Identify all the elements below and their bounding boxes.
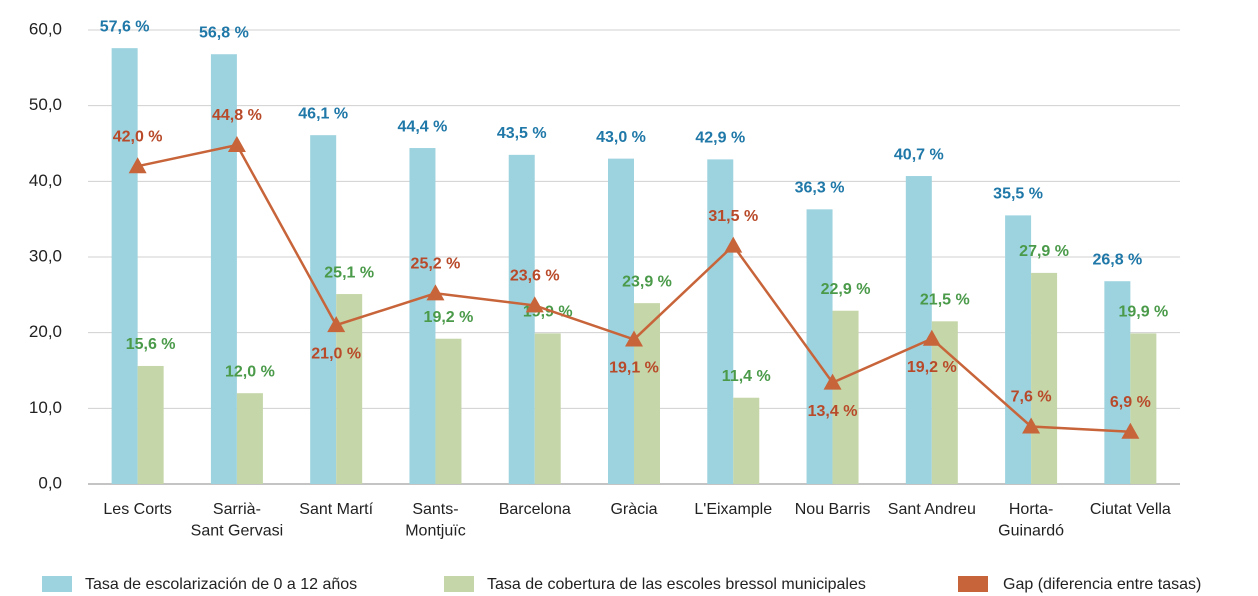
bar (534, 333, 561, 484)
line-marker (426, 284, 445, 301)
y-tick-label: 20,0 (29, 322, 62, 341)
bar (409, 148, 436, 485)
legend-swatch (42, 576, 72, 592)
line-marker (625, 330, 643, 347)
x-tick-label: Les Corts (103, 501, 171, 518)
value-label: 21,0 % (311, 345, 361, 362)
line-marker (128, 157, 147, 174)
line-marker (1022, 417, 1041, 434)
x-tick-label: Sant Martí (299, 501, 373, 518)
value-label: 43,5 % (497, 125, 547, 142)
value-label: 35,5 % (993, 186, 1043, 203)
x-tick-label: Ciutat Vella (1090, 501, 1171, 518)
value-label: 7,6 % (1011, 389, 1052, 406)
bar (1005, 215, 1032, 484)
value-label: 25,2 % (411, 256, 461, 273)
x-tick-label: Sants-Montjuïc (405, 501, 465, 540)
x-tick-label: L'Eixample (694, 501, 772, 518)
bar (236, 393, 263, 484)
x-tick-label: Horta-Guinardó (998, 501, 1064, 540)
value-label: 42,0 % (113, 128, 163, 145)
line-marker (1121, 422, 1140, 439)
x-tick-label: Barcelona (499, 501, 571, 518)
bar (1130, 333, 1157, 484)
x-tick-label: Gràcia (610, 501, 657, 518)
value-label: 44,4 % (398, 118, 448, 135)
line-marker (227, 136, 246, 153)
bar (435, 338, 462, 484)
bar (210, 54, 237, 485)
value-label: 36,3 % (795, 180, 845, 197)
bar (310, 135, 337, 484)
legend-label: Gap (diferencia entre tasas) (1003, 576, 1201, 593)
x-tick-label: Sarrià-Sant Gervasi (191, 501, 283, 540)
bar (806, 209, 833, 484)
y-tick-label: 40,0 (29, 171, 62, 190)
bar (905, 176, 932, 484)
value-label: 19,2 % (424, 309, 474, 326)
bar (634, 303, 660, 484)
bar (931, 321, 958, 484)
value-label: 25,1 % (324, 264, 374, 281)
value-label: 26,8 % (1092, 251, 1142, 268)
line-marker (724, 236, 743, 253)
value-label: 12,0 % (225, 363, 275, 380)
value-label: 46,1 % (298, 105, 348, 122)
value-label: 6,9 % (1110, 394, 1151, 411)
line-marker (525, 296, 544, 313)
bar (508, 154, 535, 484)
value-label: 42,9 % (695, 130, 745, 147)
value-label: 13,4 % (808, 403, 858, 420)
y-tick-label: 50,0 (29, 95, 62, 114)
line-marker (922, 329, 941, 346)
y-tick-label: 10,0 (29, 398, 62, 417)
legend-label: Tasa de cobertura de las escoles bressol… (487, 576, 866, 593)
value-label: 11,4 % (722, 368, 771, 385)
value-label: 19,2 % (907, 359, 957, 376)
bar (707, 159, 734, 484)
bar (832, 310, 859, 484)
value-label: 15,6 % (126, 336, 176, 353)
value-label: 56,8 % (199, 24, 249, 41)
bar (1104, 281, 1131, 484)
value-label: 19,9 % (1118, 304, 1168, 321)
value-label: 57,6 % (100, 18, 150, 35)
bar (111, 48, 138, 484)
y-tick-label: 0,0 (38, 473, 62, 492)
value-label: 43,0 % (596, 129, 646, 146)
value-label: 31,5 % (708, 208, 758, 225)
value-label: 23,9 % (622, 273, 672, 290)
legend-swatch (958, 576, 988, 592)
y-tick-label: 30,0 (29, 246, 62, 265)
value-label: 22,9 % (821, 281, 871, 298)
bar (1031, 272, 1058, 484)
value-label: 27,9 % (1019, 243, 1069, 260)
value-label: 44,8 % (212, 107, 262, 124)
line-marker (327, 316, 346, 333)
legend-swatch (444, 576, 474, 592)
value-label: 19,1 % (609, 360, 659, 377)
bar (137, 365, 164, 484)
x-tick-label: Nou Barris (795, 501, 871, 518)
bar (608, 158, 634, 484)
y-tick-label: 60,0 (29, 19, 62, 38)
legend-label: Tasa de escolarización de 0 a 12 años (85, 576, 357, 593)
value-label: 21,5 % (920, 292, 970, 309)
bar (733, 397, 760, 484)
value-label: 40,7 % (894, 146, 944, 163)
line-marker (823, 373, 842, 390)
x-tick-label: Sant Andreu (888, 501, 976, 518)
value-label: 23,6 % (510, 268, 560, 285)
